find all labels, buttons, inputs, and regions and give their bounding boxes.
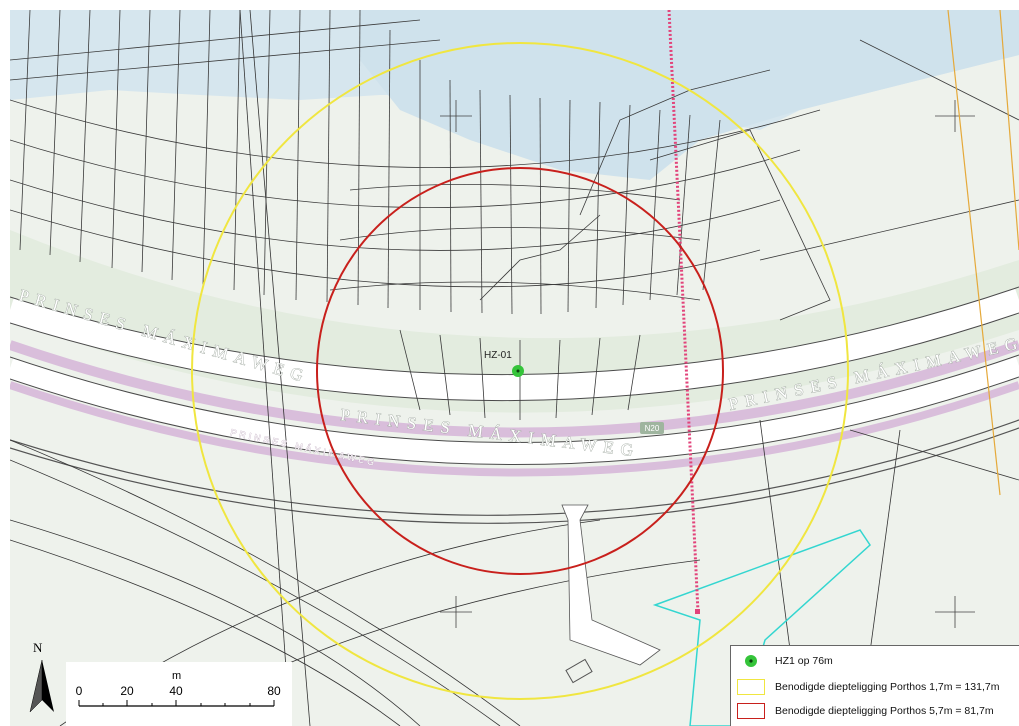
- scale-unit: m: [172, 670, 182, 682]
- road-lower: [10, 355, 1019, 465]
- orange-line-b: [999, 10, 1019, 251]
- orange-line-a: [947, 10, 1001, 496]
- legend-item-yellow: Benodigde diepteligging Porthos 1,7m = 1…: [737, 678, 1017, 698]
- scale-label-40: 40: [169, 684, 183, 698]
- pipeline-route: [667, 10, 700, 613]
- green-dot-icon: [737, 653, 765, 669]
- scale-bar: m 0 20 40 80: [66, 662, 292, 726]
- north-arrow-icon: [29, 659, 54, 713]
- map-canvas[interactable]: PRINSES MÁXIMAWEG PRINSES MÁXIMAWEG PRIN…: [10, 10, 1019, 726]
- legend-label-yellow: Benodigde diepteligging Porthos 1,7m = 1…: [775, 681, 1000, 693]
- legend-item-well: HZ1 op 76m: [737, 652, 1017, 672]
- pipeline-end-marker: [695, 609, 700, 614]
- north-arrow: N: [22, 640, 62, 718]
- well-label: HZ-01: [484, 350, 512, 361]
- road-lower-edge-b: [10, 376, 1019, 465]
- parcel-lines: [10, 10, 1019, 481]
- scale-label-80: 80: [267, 684, 281, 698]
- rail-band-lower: [10, 381, 1019, 477]
- road-lower-edge-a: [10, 354, 1019, 443]
- scale-bar-ruler: [78, 700, 275, 707]
- legend-item-red: Benodigde diepteligging Porthos 5,7m = 8…: [737, 702, 1017, 722]
- legend-label-well: HZ1 op 76m: [775, 655, 833, 667]
- side-lane: [561, 504, 661, 666]
- scale-label-0: 0: [75, 684, 83, 698]
- scale-label-20: 20: [120, 684, 134, 698]
- yellow-rect-icon: [737, 679, 765, 695]
- grid-crosses: [440, 100, 975, 628]
- legend-label-red: Benodigde diepteligging Porthos 5,7m = 8…: [775, 705, 994, 717]
- water-area-shore: [360, 10, 1019, 180]
- rail-band-upper: [10, 340, 1019, 438]
- road-lower-edge-c: [10, 419, 1019, 516]
- road-shield: [640, 422, 664, 434]
- radius-circle-outer: [191, 42, 849, 700]
- road-upper-edge-b: [10, 312, 1019, 402]
- red-rect-icon: [737, 703, 765, 719]
- small-building: [565, 658, 593, 684]
- legend: HZ1 op 76m Benodigde diepteligging Porth…: [730, 645, 1019, 726]
- road-lower-edge-d: [10, 427, 1019, 524]
- well-point-center: [516, 369, 520, 373]
- map-svg: PRINSES MÁXIMAWEG PRINSES MÁXIMAWEG PRIN…: [10, 10, 1019, 726]
- radius-circle-inner: [316, 167, 724, 575]
- road-upper: [10, 287, 1019, 401]
- north-letter: N: [33, 640, 43, 655]
- road-shield-label: N20: [645, 424, 660, 433]
